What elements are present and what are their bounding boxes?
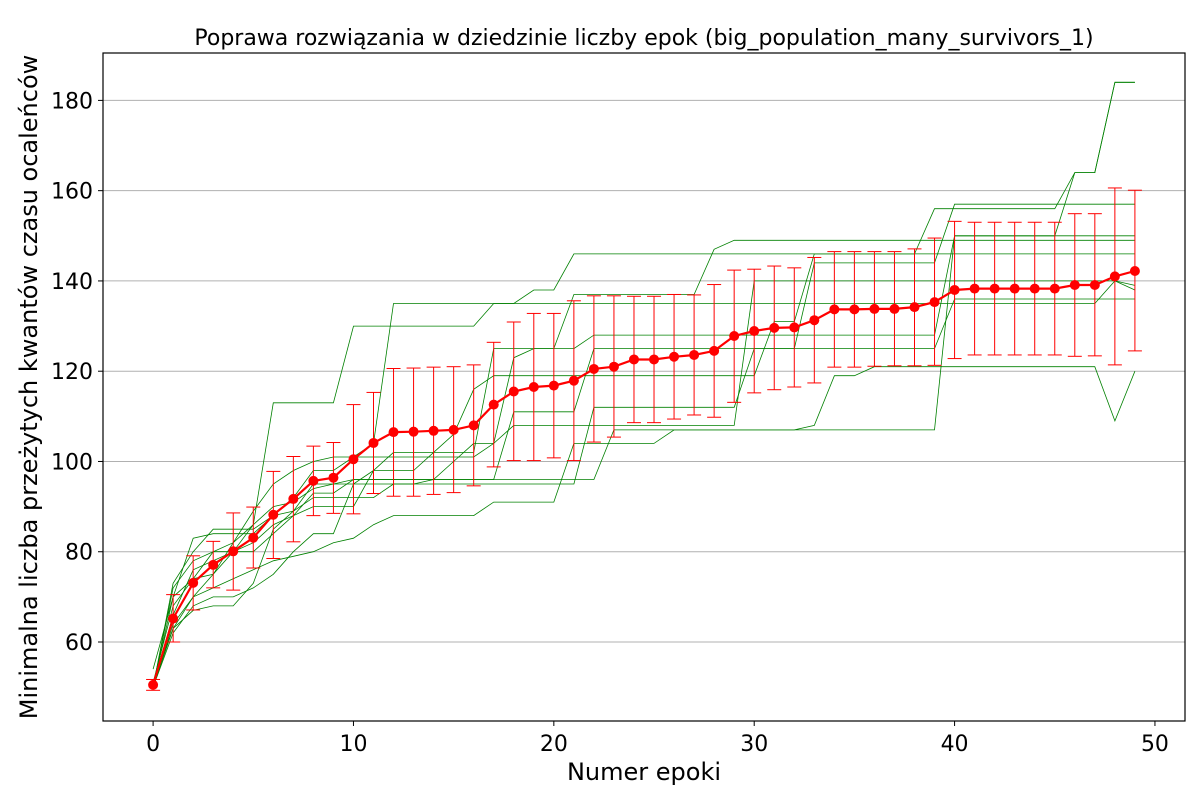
mean-point xyxy=(669,351,680,362)
run-line-9 xyxy=(152,280,1136,688)
y-grid xyxy=(103,99,1185,643)
x-tick-label: 30 xyxy=(740,732,768,757)
run-line-10 xyxy=(152,253,1135,683)
x-tick-label: 40 xyxy=(941,732,969,757)
mean-point xyxy=(849,304,860,315)
mean-point xyxy=(528,382,539,392)
mean-series xyxy=(148,266,1140,690)
mean-point xyxy=(1029,283,1040,294)
mean-point xyxy=(408,426,419,437)
mean-point xyxy=(308,475,319,486)
x-tick-label: 50 xyxy=(1141,732,1169,757)
mean-point xyxy=(869,303,880,314)
mean-point xyxy=(588,363,599,374)
run-line-4 xyxy=(152,81,1135,683)
y-tick-label: 160 xyxy=(51,180,93,205)
y-axis-label: Minimalna liczba przeżytych kwantów czas… xyxy=(15,55,43,720)
mean-point xyxy=(508,386,519,397)
mean-point xyxy=(448,424,459,435)
x-axis-label: Numer epoki xyxy=(567,758,721,786)
mean-point xyxy=(1089,279,1100,290)
mean-point xyxy=(148,679,159,690)
run-lines xyxy=(152,81,1136,688)
run-line-3 xyxy=(152,203,1135,688)
mean-point xyxy=(829,304,840,315)
plot-frame xyxy=(102,52,1186,722)
mean-point xyxy=(488,399,499,410)
mean-line xyxy=(152,269,1136,686)
run-line-8 xyxy=(152,239,1135,688)
mean-point xyxy=(268,509,279,520)
mean-point xyxy=(228,546,239,557)
mean-point xyxy=(368,437,379,448)
mean-point xyxy=(689,349,700,360)
mean-point xyxy=(909,302,920,313)
x-tick-label: 0 xyxy=(146,732,160,757)
mean-point xyxy=(1069,279,1080,290)
mean-point xyxy=(548,380,559,391)
mean-point xyxy=(188,577,199,588)
mean-point xyxy=(608,361,619,372)
mean-point xyxy=(628,354,639,365)
mean-point xyxy=(1009,283,1020,294)
mean-point xyxy=(809,315,820,326)
y-tick-label: 80 xyxy=(65,541,93,566)
error-bars xyxy=(146,187,1142,691)
mean-point xyxy=(709,345,720,356)
mean-point xyxy=(428,425,439,436)
x-axis-ticks: 0 10 20 30 40 50 xyxy=(146,721,1169,757)
mean-point xyxy=(328,472,339,483)
mean-point xyxy=(649,354,660,365)
mean-point xyxy=(288,493,299,504)
chart-title: Poprawa rozwiązania w dziedzinie liczby … xyxy=(194,26,1093,51)
mean-point xyxy=(749,326,760,337)
y-tick-label: 140 xyxy=(51,270,93,295)
y-tick-label: 180 xyxy=(51,89,93,114)
run-line-6 xyxy=(152,280,1135,688)
mean-point xyxy=(989,283,1000,294)
mean-point xyxy=(889,303,900,314)
y-axis-ticks: 60 80 100 120 140 160 180 xyxy=(51,89,103,656)
x-tick-label: 20 xyxy=(540,732,568,757)
mean-point xyxy=(1109,271,1120,282)
mean-point xyxy=(769,322,780,333)
mean-point xyxy=(1049,283,1060,294)
mean-point xyxy=(388,427,399,438)
mean-point xyxy=(949,284,960,295)
mean-point xyxy=(168,613,179,624)
y-tick-label: 100 xyxy=(51,450,93,475)
mean-point xyxy=(468,420,479,431)
mean-point xyxy=(969,283,980,294)
x-tick-label: 10 xyxy=(339,732,367,757)
mean-point xyxy=(1129,266,1140,277)
y-tick-label: 60 xyxy=(65,631,93,656)
mean-point xyxy=(248,532,259,543)
mean-point xyxy=(348,454,359,465)
y-tick-label: 120 xyxy=(51,360,93,385)
mean-point xyxy=(208,559,219,570)
run-line-5 xyxy=(152,81,1135,670)
mean-point xyxy=(929,297,940,308)
mean-point xyxy=(568,375,579,386)
mean-point xyxy=(789,322,800,333)
mean-point xyxy=(729,330,740,341)
run-line-7 xyxy=(152,366,1136,688)
run-line-2 xyxy=(152,298,1135,688)
